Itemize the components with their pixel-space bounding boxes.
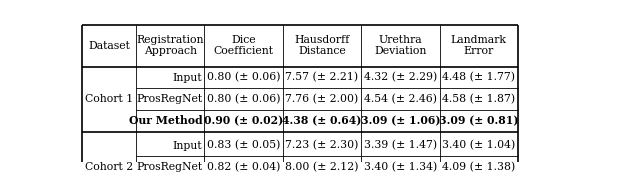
Text: Our Method: Our Method (129, 116, 202, 126)
Text: 4.09 (± 1.38): 4.09 (± 1.38) (442, 162, 515, 172)
Text: 4.58 (± 1.87): 4.58 (± 1.87) (442, 94, 515, 104)
Text: Input: Input (173, 73, 202, 83)
Text: 0.80 (± 0.06): 0.80 (± 0.06) (207, 72, 280, 83)
Text: Dataset: Dataset (88, 41, 130, 51)
Text: 7.76 (± 2.00): 7.76 (± 2.00) (285, 94, 358, 104)
Text: 4.32 (± 2.29): 4.32 (± 2.29) (364, 72, 437, 83)
Text: 3.09 (± 1.06): 3.09 (± 1.06) (361, 116, 440, 126)
Text: 3.40 (± 1.04): 3.40 (± 1.04) (442, 140, 515, 151)
Text: 0.90 (± 0.02): 0.90 (± 0.02) (204, 116, 284, 126)
Text: Registration
Approach: Registration Approach (136, 35, 204, 56)
Text: 7.23 (± 2.30): 7.23 (± 2.30) (285, 140, 359, 151)
Text: ProsRegNet: ProsRegNet (136, 162, 202, 172)
Text: 3.09 (± 0.81): 3.09 (± 0.81) (439, 116, 518, 126)
Text: 8.00 (± 2.12): 8.00 (± 2.12) (285, 162, 359, 172)
Text: ProsRegNet: ProsRegNet (136, 94, 202, 104)
Text: Cohort 1: Cohort 1 (85, 94, 133, 104)
Text: 0.83 (± 0.05): 0.83 (± 0.05) (207, 140, 280, 151)
Text: Input: Input (173, 141, 202, 151)
Text: Cohort 2: Cohort 2 (85, 162, 133, 172)
Text: Dice
Coefficient: Dice Coefficient (214, 35, 274, 56)
Text: Hausdorff
Distance: Hausdorff Distance (294, 35, 349, 56)
Text: 0.80 (± 0.06): 0.80 (± 0.06) (207, 94, 280, 104)
Text: 4.48 (± 1.77): 4.48 (± 1.77) (442, 72, 515, 83)
Text: 7.57 (± 2.21): 7.57 (± 2.21) (285, 72, 358, 83)
Text: Urethra
Deviation: Urethra Deviation (374, 35, 427, 56)
Text: 4.54 (± 2.46): 4.54 (± 2.46) (364, 94, 437, 104)
Text: 3.40 (± 1.34): 3.40 (± 1.34) (364, 162, 437, 172)
Text: 0.82 (± 0.04): 0.82 (± 0.04) (207, 162, 280, 172)
Text: 3.39 (± 1.47): 3.39 (± 1.47) (364, 140, 437, 151)
Text: 4.38 (± 0.64): 4.38 (± 0.64) (282, 116, 362, 126)
Text: Landmark
Error: Landmark Error (451, 35, 507, 56)
